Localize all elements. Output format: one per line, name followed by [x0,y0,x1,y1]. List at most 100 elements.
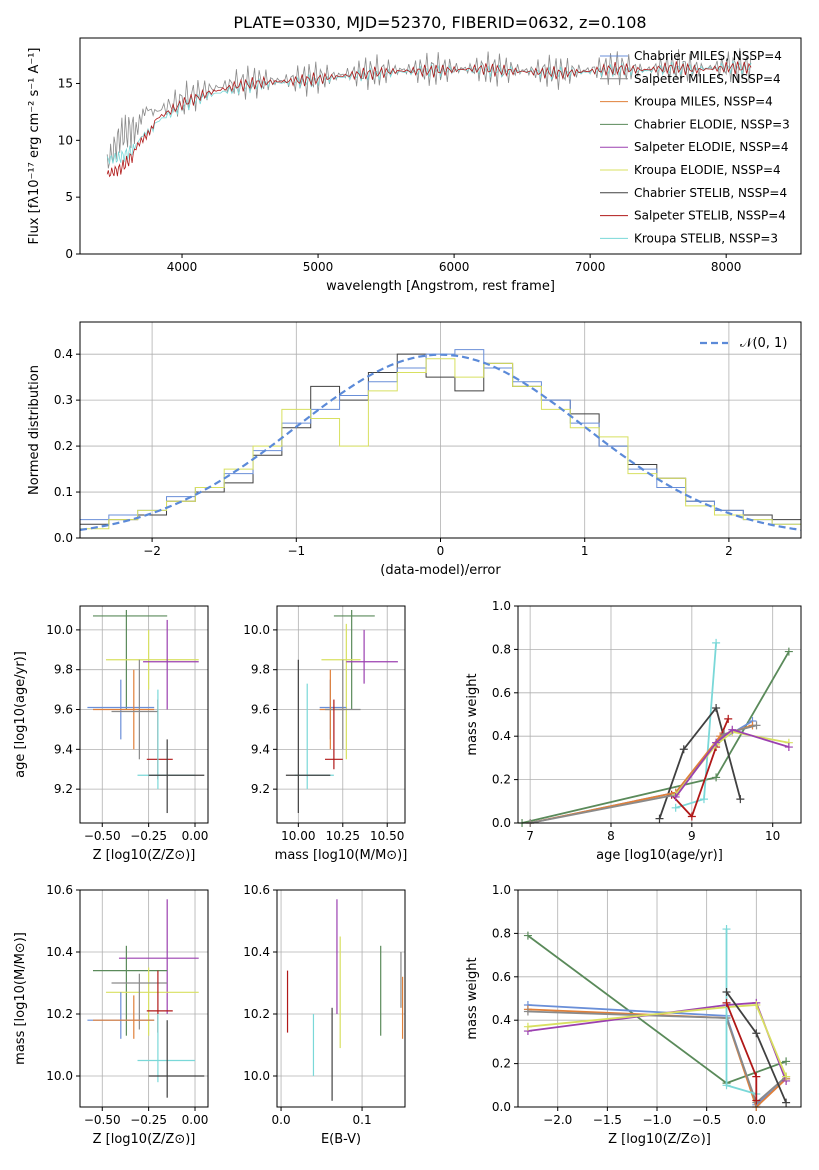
legend-label: Chabrier STELIB, NSSP=4 [634,186,787,200]
spectrum-line [106,60,752,164]
mass-weight-marker [523,1007,532,1016]
mass-weight-marker [523,931,532,940]
panel-2: −0.50 −0.25 0.00 9.2 9.4 9.6 9.8 10.0 Z [log10(Z… [13,605,209,863]
y-tick-label: 1.0 [492,599,511,613]
mass-weight-marker [671,803,680,812]
axes-frame [276,605,406,824]
x-tick-label: −2.0 [543,1113,572,1127]
mass-weight-marker [722,925,731,934]
y-axis-label: mass weight [465,673,480,755]
axes-frame [79,37,802,255]
y-tick-label: 0.2 [492,773,511,787]
x-tick-label: 8 [607,829,615,843]
x-tick-label: 4000 [167,260,198,274]
y-tick-label: 9.6 [54,703,73,717]
legend-label: Kroupa ELODIE, NSSP=4 [634,163,781,177]
x-tick-label: 10.00 [281,829,315,843]
x-tick-label: −0.50 [84,1113,121,1127]
x-tick-label: −1.0 [642,1113,671,1127]
legend-label: 𝒩(0, 1) [740,336,787,351]
mass-weight-line [674,728,790,798]
y-tick-label: 0.8 [492,642,511,656]
axes-frame [517,889,802,1108]
y-tick-label: 10 [58,133,73,147]
y-tick-label: 10.0 [46,623,73,637]
x-axis-label: Z [log10(Z/Z⊙)] [93,1132,196,1147]
mass-weight-marker [712,703,721,712]
panel-7: −2.0 −1.5 −1.0 −0.5 0.0 0.0 0.2 0.4 0.6 0.8 1.0 Z [… [465,883,802,1147]
x-tick-label: 10.25 [326,829,360,843]
mass-weight-marker [722,998,731,1007]
y-tick-label: 0.4 [54,347,73,361]
y-tick-label: 0.3 [54,393,73,407]
spectrum-line [106,61,752,178]
legend-label: Salpeter STELIB, NSSP=4 [634,209,786,223]
axes-frame [276,889,406,1108]
y-axis-label: age [log10(age/yr)] [13,651,28,778]
mass-weight-marker [722,1081,731,1090]
y-tick-label: 10.4 [243,945,270,959]
panel-4: 7 8 9 10 0.0 0.2 0.4 0.6 0.8 1.0 age [log10(age/yr… [465,599,802,863]
x-tick-label: −0.25 [130,829,167,843]
mass-weight-marker [722,987,731,996]
legend-label: Salpeter MILES, NSSP=4 [634,72,781,86]
mass-weight-marker [655,814,664,823]
x-tick-label: 2 [725,544,733,558]
y-tick-label: 10.6 [243,883,270,897]
y-tick-label: 5 [65,190,73,204]
x-tick-label: 10.50 [370,829,404,843]
y-tick-label: 0.6 [492,970,511,984]
panel-3: 10.00 10.25 10.50 9.2 9.4 9.6 9.8 10.0 mass [log… [243,605,408,863]
mass-weight-marker [752,1072,761,1081]
x-tick-label: 0.0 [747,1113,766,1127]
panel-6: 0.0 0.1 10.0 10.2 10.4 10.6 E(B-V) [243,883,406,1147]
axes-frame [517,605,802,824]
x-tick-label: −0.5 [692,1113,721,1127]
x-tick-label: −0.25 [130,1113,167,1127]
mass-weight-marker [782,1098,791,1107]
x-axis-label: E(B-V) [321,1132,361,1147]
y-tick-label: 1.0 [492,883,511,897]
y-tick-label: 9.2 [54,782,73,796]
y-tick-label: 10.0 [46,1069,73,1083]
axes-frame [79,321,802,539]
mass-weight-marker [784,743,793,752]
y-tick-label: 0.4 [492,1013,511,1027]
x-tick-label: 0.00 [182,1113,209,1127]
y-tick-label: 15 [58,76,73,90]
axes-frame [79,605,209,824]
x-axis-label: Z [log10(Z/Z⊙)] [93,848,196,863]
y-axis-label: mass [log10(M/M⊙)] [13,932,28,1065]
mass-weight-marker [687,812,696,821]
y-tick-label: 10.0 [243,623,270,637]
mass-weight-line [658,706,742,819]
mass-weight-marker [712,738,721,747]
x-tick-label: 0 [437,544,445,558]
mass-weight-marker [782,1072,791,1081]
x-tick-label: −0.50 [84,829,121,843]
x-tick-label: 8000 [711,260,742,274]
x-axis-label: mass [log10(M/M⊙)] [275,848,408,863]
legend-label: Chabrier MILES, NSSP=4 [634,49,782,63]
gaussian-curve [79,353,802,531]
panel-5: −0.50 −0.25 0.00 10.0 10.2 10.4 10.6 Z [log10(Z… [13,883,209,1147]
x-axis-label: (data-model)/error [380,563,501,578]
x-tick-label: 1 [581,544,589,558]
x-tick-label: 6000 [439,260,470,274]
figure-title: PLATE=0330, MJD=52370, FIBERID=0632, z=0… [233,13,646,32]
x-tick-label: 7 [526,829,534,843]
mass-weight-marker [752,721,761,730]
x-tick-label: 10 [765,829,780,843]
x-tick-label: 0.0 [272,1113,291,1127]
mass-weight-marker [712,638,721,647]
y-axis-label: Normed distribution [27,365,42,495]
y-tick-label: 0.8 [492,926,511,940]
y-tick-label: 10.6 [46,883,73,897]
x-axis-label: Z [log10(Z/Z⊙)] [608,1132,711,1147]
x-tick-label: 7000 [575,260,606,274]
mass-weight-marker [523,1022,532,1031]
y-tick-label: 9.2 [251,782,270,796]
mass-weight-marker [724,714,733,723]
x-tick-label: −1 [287,544,305,558]
